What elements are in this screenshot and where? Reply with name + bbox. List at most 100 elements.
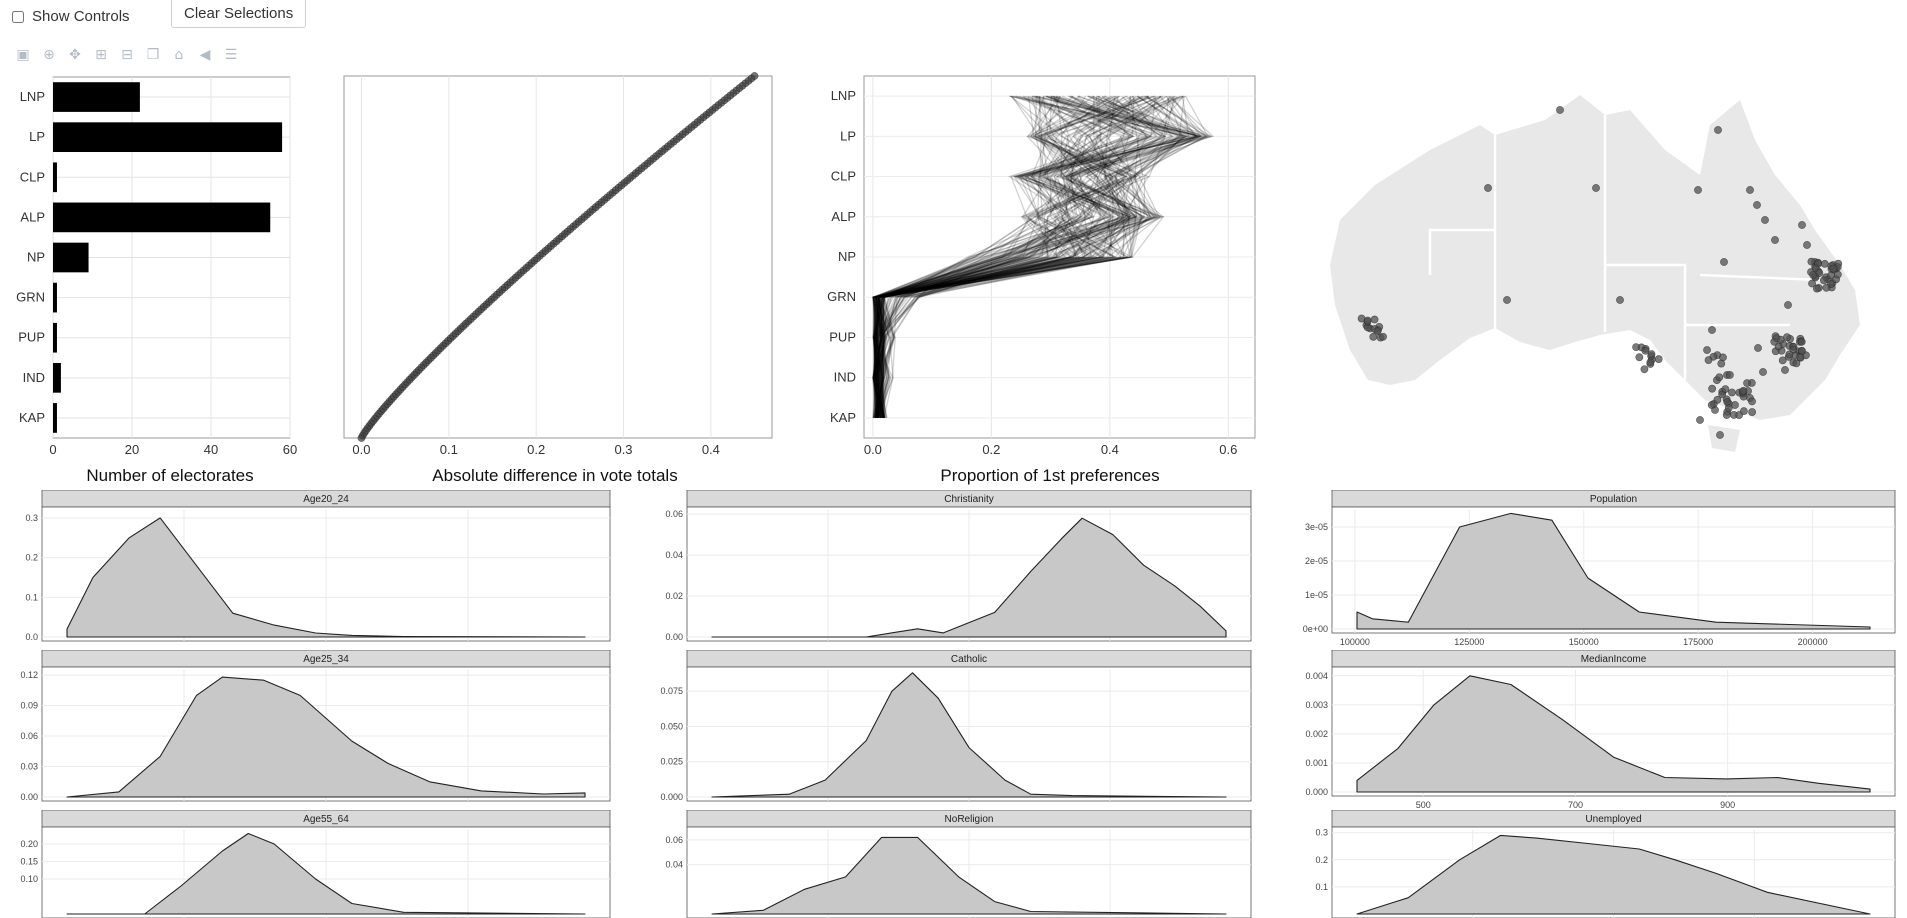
pcp-line (874, 96, 1132, 418)
reset-axes-icon[interactable]: ⌂ (174, 47, 184, 63)
bar-category-label: LP (29, 129, 45, 144)
density-curve (711, 517, 1227, 638)
density-facet-population[interactable]: Population 0e+00 1e-05 2e-05 3e-05 100000 1250… (1290, 490, 1897, 650)
pcp-line (873, 95, 1120, 418)
australia-electorate-map[interactable] (1320, 80, 1880, 470)
electorate-point (1796, 353, 1804, 361)
electorate-point (1827, 271, 1835, 280)
zoom-in-icon[interactable]: ⊞ (95, 47, 107, 63)
bar-category-label: GRN (16, 290, 45, 305)
pcp-line (873, 95, 1152, 419)
density-facet-noreligion[interactable]: NoReligion 0.04 0.06 (645, 810, 1253, 918)
bar-chart-electorates[interactable]: 0 20 40 60 LNP LP CLP ALP NP GRN PUP IND KAP (0, 70, 300, 460)
density-facet-medianincome[interactable]: MedianIncome 0.000 0.001 0.002 0.003 0.004 500… (1290, 650, 1897, 810)
spike-lines-icon[interactable]: ◀ (199, 47, 211, 63)
electorate-point (1694, 186, 1702, 194)
compare-data-icon[interactable]: ☰ (224, 47, 238, 63)
density-facet-catholic[interactable]: Catholic 0.000 0.025 0.050 0.075 (645, 650, 1253, 810)
density-facet-unemployed[interactable]: Unemployed 0.1 0.2 0.3 (1290, 810, 1897, 918)
pcp-line (872, 95, 1131, 419)
pcp-line (876, 95, 1181, 418)
electorate-point (1632, 343, 1640, 352)
pcp-line (873, 95, 1208, 419)
pcp-category-label: ALP (831, 209, 856, 224)
facet-x-tick-label: 125000 (1454, 637, 1484, 647)
pcp-line (877, 95, 1129, 418)
pcp-line (874, 95, 1189, 418)
electorate-point (1647, 350, 1656, 359)
pan-icon[interactable]: ✥ (69, 47, 81, 63)
pcp-line (875, 95, 1132, 419)
facet-x-tick-label: 150000 (1569, 637, 1599, 647)
bar-ind (53, 362, 61, 393)
pcp-line (873, 95, 1197, 418)
facet-y-tick-label: 0.075 (660, 686, 683, 696)
state-border (1428, 135, 1497, 275)
pcp-line (872, 96, 1101, 419)
pcp-line (877, 95, 1163, 418)
electorate-point (1739, 386, 1748, 395)
bar-x-tick-label: 0 (49, 442, 56, 457)
pcp-x-tick-label: 0.0 (864, 442, 882, 457)
pcp-line (875, 95, 1162, 419)
pcp-line (875, 95, 1149, 418)
facet-title: Population (1590, 494, 1637, 505)
electorate-point (1798, 221, 1806, 229)
state-border (1699, 273, 1821, 282)
density-facet-age20_24[interactable]: Age20_24 0.0 0.1 0.2 0.3 (0, 490, 612, 650)
electorate-point (1641, 346, 1650, 355)
pcp-line (872, 95, 1159, 419)
pcp-line (876, 96, 1113, 418)
electorate-point (1635, 353, 1644, 362)
facet-x-tick-label: 200000 (1798, 637, 1828, 647)
autoscale-icon[interactable]: ❒ (146, 47, 160, 63)
electorate-point (1708, 384, 1717, 393)
show-controls-toggle[interactable]: Show Controls (12, 8, 130, 25)
pcp-line (874, 95, 1112, 418)
electorate-point (1785, 350, 1794, 359)
camera-icon[interactable]: ▣ (16, 47, 30, 63)
electorate-point (1754, 344, 1762, 352)
zoom-icon[interactable]: ⊕ (43, 47, 55, 63)
electorate-point (1724, 404, 1733, 412)
density-facet-age25_34[interactable]: Age25_34 0.00 0.03 0.06 0.09 0.12 (0, 650, 612, 810)
bar-category-label: IND (23, 370, 45, 385)
show-controls-checkbox[interactable] (12, 10, 24, 23)
bar-pup (53, 322, 57, 353)
pcp-line (873, 95, 1149, 418)
electorate-point (1714, 126, 1722, 134)
electorate-point (1812, 284, 1821, 293)
bar-category-label: CLP (20, 169, 45, 184)
pcp-line (873, 95, 1084, 419)
density-facet-age55_64[interactable]: Age55_64 0.10 0.15 0.20 (0, 810, 612, 918)
electorate-point (1808, 279, 1816, 288)
pcp-line (876, 95, 1168, 418)
facet-title: Unemployed (1585, 814, 1641, 825)
show-controls-label: Show Controls (32, 8, 130, 25)
facet-y-tick-label: 0.2 (1315, 855, 1328, 865)
pcp-line (873, 95, 1097, 418)
pcp-category-label: PUP (829, 329, 856, 344)
pcp-line (873, 95, 1167, 418)
pcp-line (874, 95, 1177, 418)
parallel-first-preferences[interactable]: 0.0 0.2 0.4 0.6 LNP LP CLP ALP NP GRN PUP IND KAP (800, 70, 1260, 460)
pcp-line (876, 95, 1198, 418)
pcp-line (874, 95, 1153, 418)
scatter-x-tick-label: 0.1 (440, 442, 458, 457)
electorate-point (1753, 201, 1761, 209)
scatter-vote-difference[interactable]: 0.0 0.1 0.2 0.3 0.4 (330, 70, 780, 460)
pcp-line (874, 96, 1129, 419)
clear-selections-button[interactable]: Clear Selections (171, 0, 307, 28)
density-curve (1356, 512, 1871, 630)
electorate-point (1370, 315, 1379, 324)
zoom-out-icon[interactable]: ⊟ (121, 47, 133, 63)
density-curve (66, 676, 586, 798)
electorate-point (1761, 216, 1769, 224)
electorate-point (1829, 264, 1838, 273)
electorate-point (1759, 368, 1767, 376)
pcp-line (873, 95, 1205, 418)
bar-x-tick-label: 20 (125, 442, 139, 457)
density-facet-christianity[interactable]: Christianity 0.00 0.02 0.04 0.06 (645, 490, 1253, 650)
pcp-line (872, 96, 1114, 418)
pcp-line (874, 95, 1111, 418)
